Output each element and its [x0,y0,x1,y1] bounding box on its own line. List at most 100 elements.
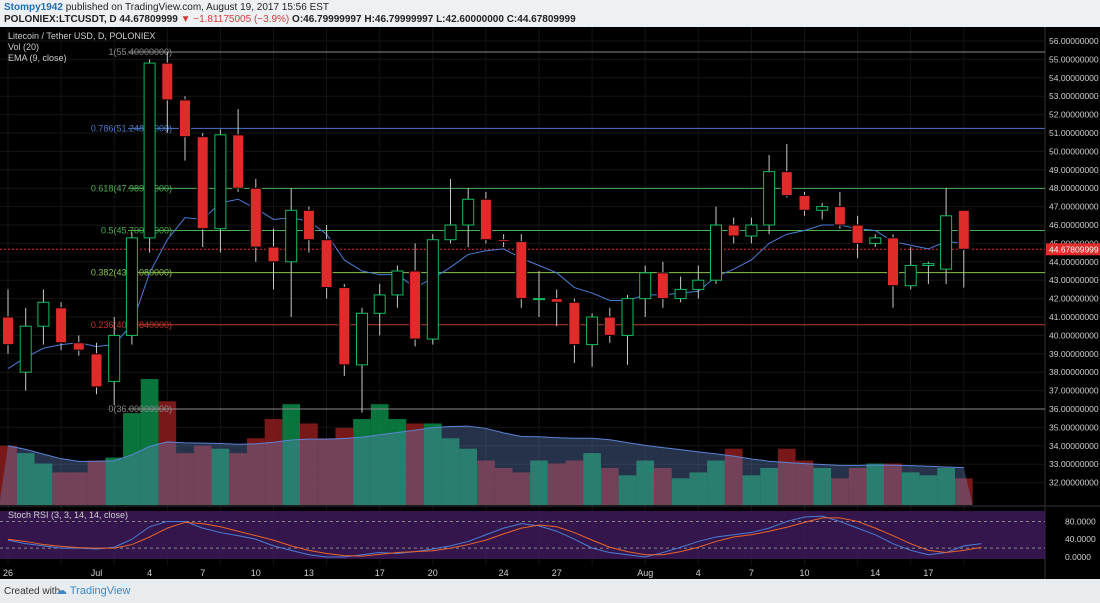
candle-body[interactable] [196,136,209,230]
candle-body[interactable] [161,62,174,101]
candle-body[interactable] [586,316,599,346]
candle-body[interactable] [763,171,776,226]
price-axis-label: 44.00000000 [1049,257,1099,267]
chart-area[interactable]: 1(55.40000000) 0.786(51.24840000) 0.618(47… [0,27,1100,579]
volume-bar [636,460,655,505]
candle-body[interactable] [108,334,121,382]
price-axis-label: 32.00000000 [1049,478,1099,488]
time-axis-label: 27 [552,568,562,578]
price-axis-label: 54.00000000 [1049,73,1099,83]
candle-body[interactable] [922,263,935,266]
candle-body[interactable] [780,171,793,197]
candle-body[interactable] [55,307,68,344]
candle-body[interactable] [373,294,386,314]
candle-body[interactable] [426,239,439,340]
candle-body[interactable] [727,224,740,237]
price-axis-label: 55.00000000 [1049,54,1099,64]
volume-bar [34,463,53,505]
volume-bar [0,445,17,505]
candle-body[interactable] [904,264,917,287]
candle-body[interactable] [356,312,368,366]
candle-body[interactable] [869,237,882,244]
price-axis-label: 34.00000000 [1049,441,1099,451]
tradingview-logo[interactable]: ☁ TradingView [56,584,130,597]
volume-bar [229,453,247,505]
candle-body[interactable] [851,224,864,244]
candle-body[interactable] [37,301,50,327]
candle-body[interactable] [232,134,245,189]
candle-body[interactable] [497,239,510,243]
volume-bar [724,448,743,505]
candle-body[interactable] [285,209,298,263]
candle-body[interactable] [302,209,315,241]
volume-bar [370,404,389,505]
stoch-rsi-axis-label: 40.0000 [1065,534,1096,544]
candle-body[interactable] [887,237,899,287]
stoch-rsi-axis-label: 0.0000 [1065,552,1091,562]
candle-body[interactable] [515,241,528,300]
candle-body[interactable] [444,224,457,241]
ema-legend: EMA (9, close) [8,53,67,63]
created-with-text: Created with [4,586,61,597]
candle-body[interactable] [479,198,492,241]
candle-body[interactable] [656,272,669,300]
candle-body[interactable] [940,215,953,270]
candle-body[interactable] [550,298,563,303]
candle-body[interactable] [19,325,32,373]
candle-body[interactable] [957,209,970,250]
candle-body[interactable] [214,134,227,230]
candle-body[interactable] [692,279,705,290]
last-price: 44.67809999 [119,14,178,25]
time-axis-label: 20 [428,568,438,578]
candle-body[interactable] [603,316,616,336]
candle-body[interactable] [533,298,545,301]
cloud-icon: ☁ [56,585,67,597]
author-link[interactable]: Stompy1942 [4,2,63,13]
chart-title: Litecoin / Tether USD, D, POLONIEX [8,31,155,41]
candle-body[interactable] [816,206,829,211]
fib-level-label: 0.786(51.24840000) [91,123,172,133]
volume-bar [884,463,902,505]
fib-level-label: 0.618(47.98920000) [91,183,172,193]
price-axis-label: 47.00000000 [1049,202,1099,212]
volume-bar [246,438,265,505]
candle-body[interactable] [179,99,191,138]
candle-body[interactable] [621,298,634,336]
candle-body[interactable] [391,270,404,296]
candle-body[interactable] [409,270,422,340]
price-axis-label: 49.00000000 [1049,165,1099,175]
candle-body[interactable] [125,237,138,336]
time-axis-label: Aug [637,568,653,578]
time-axis-label: 10 [251,568,261,578]
fib-level-label: 0(36.00000000) [108,404,172,414]
close-value: C:44.67809999 [506,14,576,25]
price-axis-label: 40.00000000 [1049,330,1099,340]
candle-body[interactable] [833,206,846,226]
candle-body[interactable] [798,195,811,211]
candle-body[interactable] [568,301,581,346]
time-axis-label: 13 [304,568,314,578]
candle-body[interactable] [320,239,333,289]
candle-body[interactable] [710,224,722,281]
price-axis-label: 50.00000000 [1049,146,1099,156]
symbol-label: POLONIEX:LTCUSDT, D [4,14,117,25]
candle-body[interactable] [674,288,687,300]
candle-body[interactable] [249,187,262,248]
volume-bar [565,460,584,505]
candle-body[interactable] [143,62,156,239]
candle-body[interactable] [338,287,351,366]
price-axis-label: 41.00000000 [1049,312,1099,322]
candle-body[interactable] [72,342,85,351]
price-chart[interactable]: 1(55.40000000) 0.786(51.24840000) 0.618(47… [0,27,1100,579]
candle-body[interactable] [2,316,14,346]
last-price-tag [1046,243,1100,256]
candle-body[interactable] [745,224,758,237]
time-axis-label: 17 [923,568,933,578]
candle-body[interactable] [462,198,475,226]
volume-bar [671,478,690,505]
candle-body[interactable] [267,246,280,263]
candle-body[interactable] [639,272,652,300]
candle-body[interactable] [90,353,103,388]
volume-bar [866,463,885,505]
time-axis-label: 7 [200,568,205,578]
